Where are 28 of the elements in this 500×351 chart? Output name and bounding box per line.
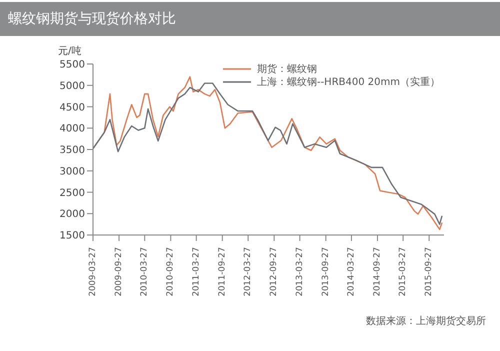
legend-label: 上海：螺纹钢--HRB400 20mm（实重） — [256, 76, 440, 88]
x-tick-label: 2014-03-27 — [346, 247, 356, 296]
x-tick-label: 2015-03-27 — [398, 247, 408, 296]
chart-title: 螺纹钢期货与现货价格对比 — [0, 2, 500, 36]
y-tick-label: 3500 — [60, 145, 85, 156]
legend-label: 期货：螺纹钢 — [256, 62, 317, 76]
x-tick-label: 2014-09-27 — [372, 247, 382, 296]
y-tick-label: 5000 — [60, 80, 85, 92]
x-tick-label: 2010-09-27 — [166, 247, 176, 296]
x-tick-label: 2010-03-27 — [140, 247, 150, 296]
source-note: 数据来源：上海期货交易所 — [366, 314, 486, 328]
x-tick-label: 2013-09-27 — [320, 247, 331, 296]
y-tick-label: 4000 — [60, 124, 85, 135]
x-tick-label: 2013-03-27 — [294, 247, 305, 296]
y-tick-label: 5500 — [60, 60, 85, 71]
x-tick-label: 2012-03-27 — [243, 247, 254, 296]
x-tick-label: 2009-09-27 — [114, 247, 124, 296]
y-axis-title: 元/吨 — [58, 44, 82, 58]
x-tick-label: 2012-09-27 — [269, 247, 280, 296]
x-tick-label: 2011-09-27 — [217, 247, 228, 296]
y-tick-label: 1500 — [60, 230, 85, 242]
y-tick-label: 3000 — [60, 166, 85, 178]
x-tick-label: 2009-03-27 — [88, 247, 98, 296]
y-tick-label: 2000 — [60, 209, 85, 220]
y-tick-label: 2500 — [60, 188, 85, 199]
x-tick-label: 2015-09-27 — [424, 247, 434, 296]
x-tick-label: 2011-03-27 — [191, 247, 202, 296]
y-tick-label: 4500 — [60, 102, 85, 114]
